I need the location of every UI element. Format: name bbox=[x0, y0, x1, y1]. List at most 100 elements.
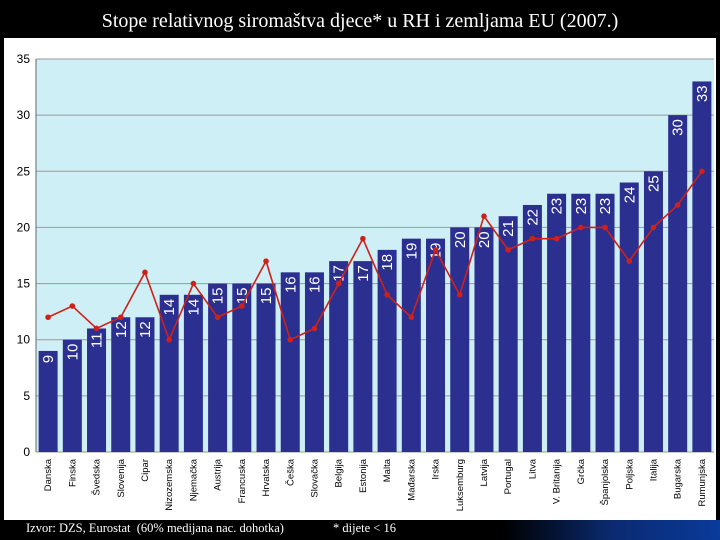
line-point bbox=[190, 280, 197, 287]
bar-value-label: 30 bbox=[670, 119, 687, 136]
bar-value-label: 17 bbox=[355, 265, 372, 282]
footer-strip bbox=[0, 520, 720, 540]
chart: 0 5 10 15 20 25 30 35 9 Danska 10 Finska 11 Švedska 12… bbox=[17, 52, 714, 511]
line-point bbox=[650, 224, 657, 231]
bar bbox=[377, 249, 397, 452]
bar-value-label: 16 bbox=[306, 276, 323, 293]
bar bbox=[280, 272, 300, 452]
bar bbox=[619, 182, 639, 452]
bar bbox=[353, 261, 373, 452]
line-point bbox=[311, 325, 318, 332]
bar-value-label: 9 bbox=[40, 355, 57, 363]
bar-value-label: 14 bbox=[161, 299, 178, 316]
bar bbox=[571, 193, 591, 452]
category-label: Njemačka bbox=[188, 458, 199, 501]
bar-value-label: 10 bbox=[64, 344, 81, 361]
line-point bbox=[335, 280, 342, 287]
bar-value-label: 15 bbox=[258, 288, 275, 305]
bar-value-label: 24 bbox=[621, 187, 638, 204]
bar bbox=[159, 294, 179, 452]
line-point bbox=[117, 314, 124, 321]
line-point bbox=[602, 224, 608, 231]
bar-value-label: 19 bbox=[403, 243, 420, 260]
line-point bbox=[384, 292, 390, 298]
bar-value-label: 25 bbox=[645, 175, 662, 192]
category-label: Rumunjska bbox=[697, 458, 708, 506]
bar bbox=[547, 193, 567, 452]
line-point bbox=[69, 303, 76, 309]
line-point bbox=[529, 235, 536, 242]
category-label: Slovačka bbox=[309, 458, 320, 497]
line-point bbox=[408, 314, 415, 321]
bar-value-label: 23 bbox=[573, 198, 590, 215]
y-tick-label: 15 bbox=[17, 277, 31, 291]
line-point bbox=[45, 314, 51, 321]
bar bbox=[692, 81, 712, 452]
category-label: Finska bbox=[67, 458, 78, 487]
line-point bbox=[166, 336, 172, 343]
slide-title: Stope relativnog siromaštva djece* u RH … bbox=[101, 10, 619, 32]
line-point bbox=[287, 336, 294, 343]
y-tick-label: 30 bbox=[17, 108, 31, 122]
line-point bbox=[578, 224, 584, 231]
bar-value-label: 21 bbox=[500, 220, 517, 237]
bar-value-label: 17 bbox=[331, 265, 348, 282]
line-point bbox=[456, 292, 463, 298]
bar-value-label: 12 bbox=[137, 321, 154, 338]
bar-value-label: 11 bbox=[89, 332, 106, 348]
bar-value-label: 23 bbox=[549, 198, 566, 215]
chart-frame: 0 5 10 15 20 25 30 35 9 Danska 10 Finska 11 Švedska 12… bbox=[4, 38, 716, 520]
bar bbox=[183, 294, 203, 452]
category-label: Poljska bbox=[624, 458, 635, 489]
line-point bbox=[93, 325, 100, 332]
bar bbox=[522, 204, 542, 452]
bar bbox=[643, 171, 663, 453]
line-point bbox=[263, 258, 269, 264]
bar bbox=[87, 328, 107, 452]
bar-value-label: 16 bbox=[282, 276, 299, 293]
category-label: Austrija bbox=[213, 458, 224, 490]
line-point bbox=[239, 303, 245, 309]
bar-value-label: 20 bbox=[452, 231, 469, 248]
category-label: Švedska bbox=[92, 458, 103, 495]
line-point bbox=[674, 202, 681, 208]
bar-value-label: 12 bbox=[113, 321, 130, 338]
y-tick-label: 20 bbox=[17, 220, 31, 234]
bar-value-label: 15 bbox=[210, 288, 227, 305]
bar bbox=[401, 238, 421, 452]
bar-value-label: 15 bbox=[234, 288, 251, 305]
category-label: Litva bbox=[527, 458, 538, 479]
category-label: Belgija bbox=[334, 458, 345, 487]
bar bbox=[450, 227, 470, 452]
y-tick-label: 0 bbox=[23, 445, 30, 459]
category-label: Latvija bbox=[479, 458, 490, 486]
bar-value-label: 14 bbox=[185, 299, 202, 316]
category-label: Bugarska bbox=[673, 458, 684, 499]
bar bbox=[329, 261, 349, 452]
line-series bbox=[47, 170, 703, 342]
line-point bbox=[432, 247, 439, 253]
category-label: Francuska bbox=[237, 458, 248, 503]
category-label: Nizozemska bbox=[164, 458, 175, 510]
category-label: Mađarska bbox=[406, 458, 417, 500]
y-tick-label: 35 bbox=[17, 52, 31, 66]
category-label: Malta bbox=[382, 458, 393, 482]
category-label: V. Britanija bbox=[552, 458, 563, 504]
line-point bbox=[142, 269, 148, 276]
bar bbox=[474, 227, 494, 452]
y-tick-label: 5 bbox=[23, 389, 30, 403]
bar bbox=[256, 283, 276, 452]
category-label: Španjolska bbox=[600, 458, 611, 505]
bar-value-label: 33 bbox=[694, 85, 711, 102]
category-label: Češka bbox=[285, 458, 296, 486]
line-point bbox=[626, 258, 633, 264]
y-tick-label: 10 bbox=[17, 333, 31, 347]
bar-value-label: 18 bbox=[379, 254, 396, 271]
category-label: Cipar bbox=[140, 459, 151, 482]
bar bbox=[135, 317, 155, 452]
line-point bbox=[214, 314, 221, 321]
bar bbox=[595, 193, 615, 452]
line-point bbox=[360, 235, 366, 242]
category-label: Italija bbox=[648, 458, 659, 481]
category-label: Grčka bbox=[576, 458, 587, 484]
